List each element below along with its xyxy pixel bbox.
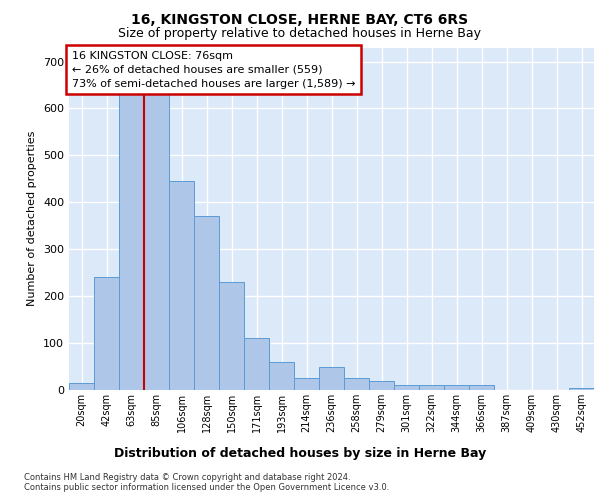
Bar [394,386,419,390]
Text: Contains HM Land Registry data © Crown copyright and database right 2024.
Contai: Contains HM Land Registry data © Crown c… [24,472,389,492]
Bar [469,386,494,390]
Bar [344,378,369,390]
Bar [169,181,194,390]
Bar [419,386,444,390]
Bar [319,366,344,390]
Y-axis label: Number of detached properties: Number of detached properties [28,131,37,306]
Text: 16, KINGSTON CLOSE, HERNE BAY, CT6 6RS: 16, KINGSTON CLOSE, HERNE BAY, CT6 6RS [131,12,469,26]
Bar [294,378,319,390]
Bar [119,80,144,390]
Bar [94,278,119,390]
Bar [144,85,169,390]
Bar [569,388,594,390]
Text: Distribution of detached houses by size in Herne Bay: Distribution of detached houses by size … [114,448,486,460]
Bar [269,362,294,390]
Bar [244,338,269,390]
Text: Size of property relative to detached houses in Herne Bay: Size of property relative to detached ho… [119,28,482,40]
Bar [69,383,94,390]
Bar [369,380,394,390]
Bar [444,386,469,390]
Bar [219,282,244,390]
Text: 16 KINGSTON CLOSE: 76sqm
← 26% of detached houses are smaller (559)
73% of semi-: 16 KINGSTON CLOSE: 76sqm ← 26% of detach… [71,51,355,89]
Bar [194,216,219,390]
